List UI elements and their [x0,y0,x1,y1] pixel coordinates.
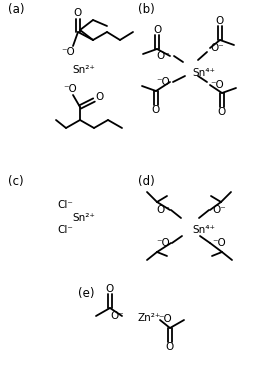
Text: O⁻: O⁻ [156,51,170,61]
Text: (c): (c) [8,176,24,188]
Text: Sn²⁺: Sn²⁺ [72,65,95,75]
Text: O: O [152,105,160,115]
Text: (d): (d) [138,176,155,188]
Text: O⁻: O⁻ [212,205,226,215]
Text: Cl⁻: Cl⁻ [57,200,73,210]
Text: O: O [216,16,224,26]
Text: Cl⁻: Cl⁻ [57,225,73,235]
Text: ⁻O: ⁻O [61,47,75,57]
Text: ⁻O: ⁻O [63,84,77,94]
Text: (a): (a) [8,3,24,15]
Text: O⁻: O⁻ [210,43,224,53]
Text: (b): (b) [138,3,155,15]
Text: Zn²⁺: Zn²⁺ [137,313,160,323]
Text: ⁻O: ⁻O [212,238,226,248]
Text: (e): (e) [78,287,94,300]
Text: ⁻O: ⁻O [156,238,170,248]
Text: Sn⁴⁺: Sn⁴⁺ [192,68,215,78]
Text: ⁻O: ⁻O [156,77,170,87]
Text: Sn²⁺: Sn²⁺ [72,213,95,223]
Text: Sn⁴⁺: Sn⁴⁺ [192,225,215,235]
Text: ⁻O: ⁻O [210,80,224,90]
Text: O⁻: O⁻ [156,205,170,215]
Text: O: O [153,25,161,35]
Text: O: O [96,92,104,102]
Text: O: O [218,107,226,117]
Text: O: O [74,8,82,18]
Text: O⁻: O⁻ [110,311,124,321]
Text: O: O [166,342,174,352]
Text: O: O [106,284,114,294]
Text: ⁻O: ⁻O [158,314,172,324]
